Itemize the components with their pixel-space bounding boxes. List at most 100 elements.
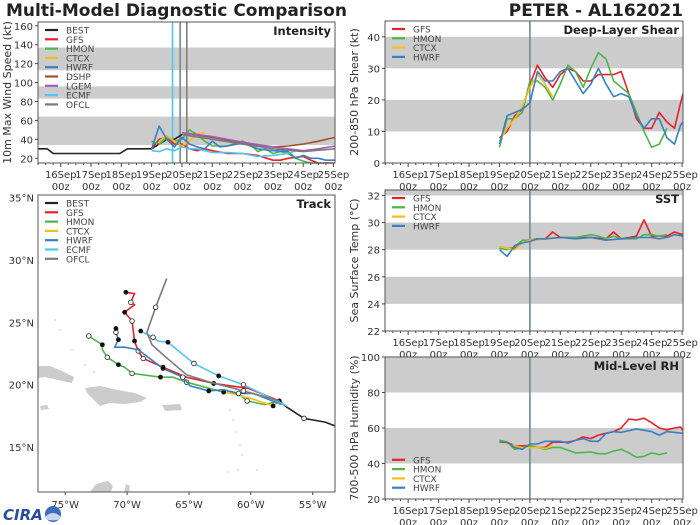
x-tick-hour: 00z	[460, 182, 478, 193]
panel-title: Deep-Layer Shear	[563, 23, 679, 37]
track-point-filled	[206, 388, 212, 394]
x-tick-date: 22Sep	[575, 338, 607, 349]
x-tick-date: 20Sep	[514, 506, 546, 517]
y-tick-label: 24	[367, 300, 380, 311]
legend-label: BEST	[66, 200, 90, 210]
island	[256, 469, 258, 471]
x-tick-hour: 00z	[551, 182, 569, 193]
x-tick-hour: 00z	[582, 518, 600, 525]
island	[71, 349, 73, 351]
x-tick-hour: 00z	[234, 182, 252, 193]
track-point-open	[150, 334, 156, 340]
track-point-open	[86, 333, 92, 339]
x-tick-date: 19Sep	[484, 170, 516, 181]
y-tick-label: 140	[14, 41, 33, 52]
track-point-open	[244, 398, 250, 404]
x-tick-date: 25Sep	[318, 170, 350, 181]
y-tick-label: 60	[20, 116, 33, 127]
panel-title: Mid-Level RH	[594, 359, 679, 373]
land-mass	[162, 404, 182, 411]
x-tick-date: 17Sep	[423, 338, 455, 349]
legend-label: GFS	[413, 26, 431, 36]
x-tick-hour: 00z	[612, 350, 630, 361]
series-line-ecmf	[151, 146, 296, 158]
track-point-open	[240, 381, 247, 388]
x-tick-hour: 00z	[460, 518, 478, 525]
x-tick-date: 25Sep	[666, 170, 698, 181]
x-tick-date: 22Sep	[227, 170, 259, 181]
plot-frame	[384, 189, 684, 332]
legend-label: HMON	[66, 218, 94, 228]
x-tick-date: 24Sep	[636, 338, 668, 349]
x-tick-hour: 00z	[294, 182, 312, 193]
x-tick-hour: 00z	[673, 182, 691, 193]
x-tick-date: 18Sep	[453, 506, 485, 517]
series-line-hwrf	[150, 125, 335, 161]
legend-label: HMON	[413, 35, 441, 45]
track-point-filled	[270, 403, 276, 409]
x-tick-date: 23Sep	[605, 170, 637, 181]
y-tick-label: 40	[367, 33, 380, 44]
panel-title: SST	[655, 192, 679, 206]
x-tick-hour: 00z	[612, 182, 630, 193]
x-tick-date: 20Sep	[514, 338, 546, 349]
y-tick-label: 80	[367, 389, 380, 400]
legend-label: OFCL	[66, 255, 90, 265]
y-tick-label: 30	[367, 219, 380, 230]
sst-panel: 22242628303216Sep00z17Sep00z18Sep00z19Se…	[348, 189, 698, 361]
threshold-band	[385, 190, 683, 196]
track-point-open	[301, 415, 307, 422]
y-tick-label: 100	[361, 353, 380, 364]
track-point-filled	[123, 289, 129, 295]
x-tick-hour: 00z	[612, 518, 630, 525]
track-point-open	[104, 354, 110, 360]
track-line-ofcl	[146, 278, 280, 402]
y-tick-label: 26	[367, 273, 380, 284]
legend-label: LGEM	[66, 82, 91, 92]
island	[232, 419, 234, 421]
y-tick-label: 20	[367, 96, 380, 107]
shear-panel: 01020304016Sep00z17Sep00z18Sep00z19Sep00…	[348, 20, 698, 193]
track-point-filled	[116, 362, 121, 368]
legend-label: HWRF	[413, 53, 440, 63]
x-tick-hour: 00z	[173, 182, 191, 193]
x-tick-hour: 00z	[521, 350, 539, 361]
threshold-band	[385, 428, 683, 464]
x-tick-hour: 00z	[399, 518, 417, 525]
plot-background	[385, 190, 683, 331]
x-tick-hour: 00z	[430, 182, 448, 193]
x-tick-hour: 00z	[460, 350, 478, 361]
x-tick-hour: 00z	[521, 182, 539, 193]
land-mass	[85, 386, 147, 406]
series-line-ctcx	[158, 131, 205, 147]
x-tick-date: 24Sep	[636, 506, 668, 517]
track-point-filled	[221, 389, 227, 395]
y-tick-label: 30	[367, 64, 380, 75]
x-tick-date: 21Sep	[545, 506, 577, 517]
cira-logo-wave-icon	[46, 513, 60, 521]
legend-label: HWRF	[66, 237, 93, 247]
series-line-ofcl	[181, 133, 336, 153]
series-line-dshp	[181, 131, 336, 148]
rh-panel: 2040608010016Sep00z17Sep00z18Sep00z19Sep…	[348, 353, 698, 525]
legend-label: ECMF	[66, 92, 91, 102]
x-tick-date: 19Sep	[484, 506, 516, 517]
storm-title: PETER - AL162021	[508, 1, 683, 21]
plot-frame	[384, 356, 684, 500]
x-tick-date: 25Sep	[666, 506, 698, 517]
intensity-panel: 2040608010012014016016Sep00z17Sep00z18Se…	[1, 21, 349, 193]
y-tick-label: 15°N	[9, 443, 34, 454]
track-panel: 75°W 70°W 65°W 60°W 55°W 15°N 20°N 25°N 30°N 35°N…	[9, 193, 336, 511]
series-line-hwrf	[498, 233, 684, 258]
x-tick-hour: 00z	[430, 350, 448, 361]
track-point-open	[235, 390, 242, 397]
x-tick-label: 55°W	[299, 500, 327, 511]
track-point-filled	[216, 373, 222, 379]
y-tick-label: 10	[367, 127, 380, 138]
land-mass	[40, 405, 49, 410]
plot-frame	[37, 21, 336, 164]
legend-label: ECMF	[66, 246, 91, 256]
